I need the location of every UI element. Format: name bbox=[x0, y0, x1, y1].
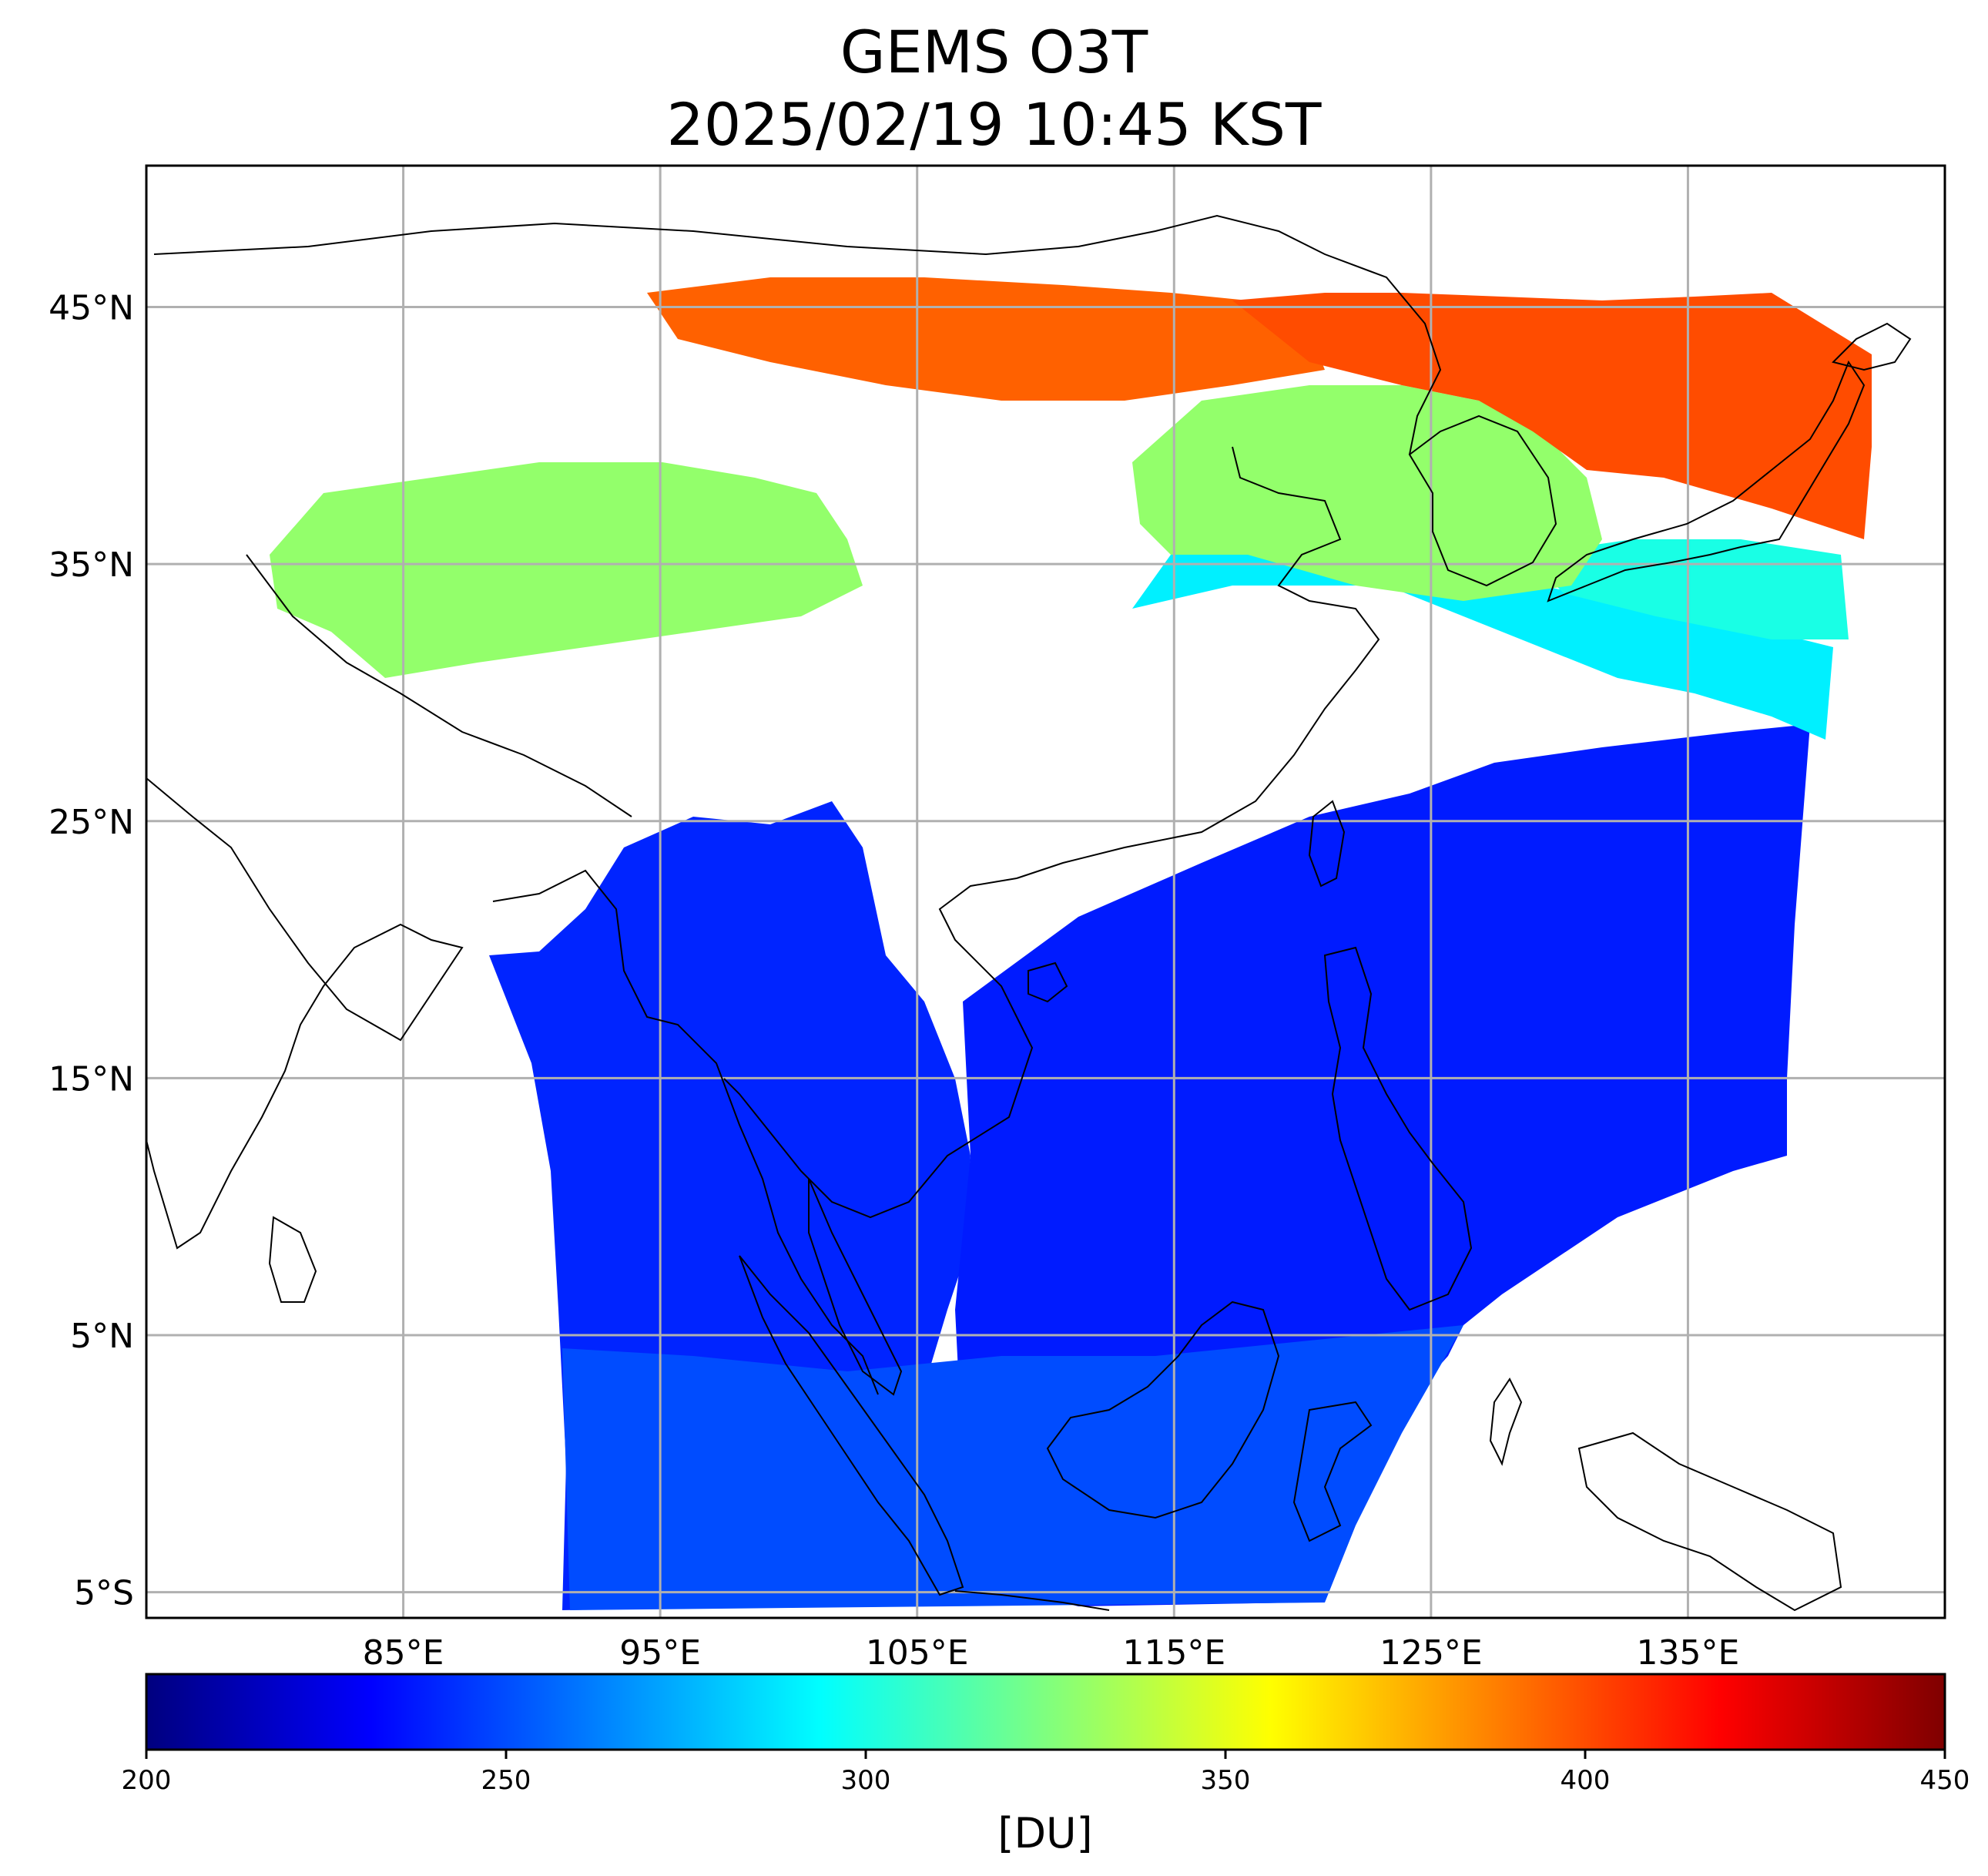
colorbar-tick-label: 250 bbox=[481, 1765, 531, 1796]
coastline-taiwan bbox=[1308, 800, 1346, 888]
lon-label: 115°E bbox=[1122, 1633, 1225, 1673]
coastline-china-east bbox=[1016, 446, 1380, 879]
coastline-hainan bbox=[1028, 961, 1068, 1003]
lat-label: 35°N bbox=[49, 545, 134, 585]
lon-label: 85°E bbox=[363, 1633, 444, 1673]
border-china bbox=[153, 214, 1442, 455]
colorbar-tick-label: 350 bbox=[1201, 1765, 1251, 1796]
coastlines bbox=[146, 214, 1912, 1612]
ozone-region-tibet-west bbox=[270, 462, 863, 678]
coastline-hokkaido bbox=[1832, 322, 1912, 371]
latitude-labels: 45°N 35°N 25°N 15°N 5°N 5°S bbox=[49, 288, 134, 1613]
coastline-halmahera bbox=[1489, 1378, 1523, 1466]
lon-label: 105°E bbox=[866, 1633, 969, 1673]
colorbar-ticks: 200 250 300 350 400 450 bbox=[122, 1750, 1970, 1796]
coastline-philippines bbox=[1323, 946, 1473, 1311]
map-title-line1: GEMS O3T bbox=[840, 18, 1148, 86]
graticule-grid bbox=[146, 166, 1945, 1618]
lon-label: 125°E bbox=[1380, 1633, 1483, 1673]
coastline-sulawesi bbox=[1292, 1401, 1373, 1542]
coastline-borneo bbox=[1046, 1300, 1280, 1519]
coastline-sumatra bbox=[739, 1255, 964, 1596]
map-frame bbox=[145, 164, 1946, 1619]
border-india-himalaya bbox=[246, 554, 632, 817]
coastline-new-guinea bbox=[1577, 1431, 1842, 1612]
colorbar-tick-label: 200 bbox=[122, 1765, 172, 1796]
lat-label: 25°N bbox=[49, 803, 134, 842]
lat-label: 5°S bbox=[74, 1574, 134, 1613]
lat-label: 5°N bbox=[70, 1317, 134, 1356]
ozone-region-northeast-korea-japan bbox=[1232, 293, 1872, 539]
ozone-region-maritime-south bbox=[562, 1325, 1463, 1610]
coastline-malay-peninsula bbox=[808, 1178, 903, 1396]
lon-label: 95°E bbox=[619, 1633, 701, 1673]
coastline-japan bbox=[1547, 360, 1866, 602]
colorbar-tick-label: 300 bbox=[841, 1765, 891, 1796]
coastline-java bbox=[954, 1590, 1110, 1611]
ozone-data-layer bbox=[270, 277, 1872, 1610]
lat-label: 45°N bbox=[49, 288, 134, 327]
ozone-region-north-band bbox=[647, 277, 1325, 401]
longitude-labels: 85°E 95°E 105°E 115°E 125°E 135°E bbox=[363, 1633, 1740, 1673]
lon-label: 135°E bbox=[1637, 1633, 1740, 1673]
ozone-region-north-china-plain bbox=[1132, 385, 1602, 601]
colorbar-tick-label: 400 bbox=[1561, 1765, 1611, 1796]
coastline-korea bbox=[1408, 414, 1557, 587]
lat-label: 15°N bbox=[49, 1059, 134, 1099]
colorbar-tick-label: 450 bbox=[1920, 1765, 1970, 1796]
coastline-india bbox=[146, 777, 464, 1250]
coastline-indochina bbox=[492, 869, 1034, 1395]
map-title-line2: 2025/02/19 10:45 KST bbox=[666, 90, 1322, 159]
colorbar-unit-label: [DU] bbox=[997, 1809, 1092, 1858]
coastline-sri-lanka bbox=[268, 1216, 317, 1303]
colorbar bbox=[145, 1673, 1946, 1751]
